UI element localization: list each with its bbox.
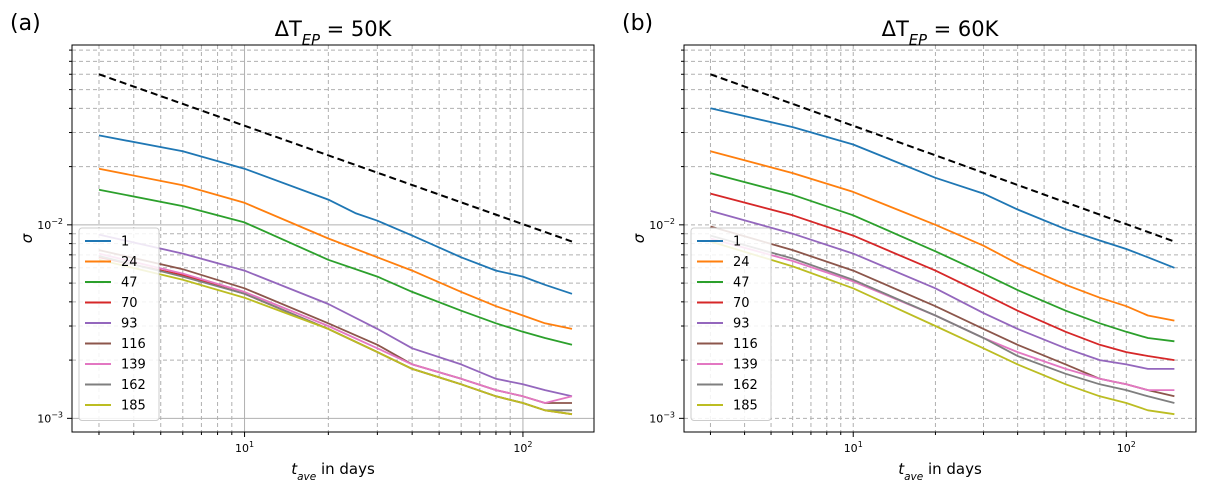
x-tick-label: 102 — [1117, 440, 1136, 455]
series-group — [710, 107, 1175, 416]
legend-entry-label: 162 — [733, 378, 758, 393]
y-axis-label: σ — [18, 233, 36, 243]
legend-entry-label: 162 — [121, 378, 146, 393]
series-line-93 — [710, 210, 1175, 370]
text-main: ΔT — [882, 17, 909, 41]
text-subscript: ave — [904, 471, 923, 483]
legend-entry-label: 93 — [733, 317, 750, 332]
text-tail: = 50K — [320, 17, 393, 41]
panel-b: 101 102 10−3 10−2 (b) ΔTEP = 60K tave in days σ… — [622, 11, 1197, 483]
y-tick-label: 10−2 — [37, 217, 63, 232]
text-tail: in days — [316, 460, 375, 478]
y-tick-label: 10−2 — [649, 217, 675, 232]
y-tick-label: 10−3 — [649, 410, 675, 425]
text-tail: = 60K — [927, 17, 1000, 41]
text-main: t — [291, 460, 298, 478]
panel-label: (a) — [10, 11, 41, 36]
legend-entry-label: 24 — [733, 255, 750, 270]
legend-entry-label: 47 — [733, 276, 750, 291]
ticks — [679, 49, 1127, 437]
grid — [72, 45, 594, 432]
x-tick-label: 102 — [513, 440, 532, 455]
text-tail: in days — [923, 460, 982, 478]
series-line-47 — [98, 188, 573, 346]
series-line-185 — [98, 258, 573, 416]
series-line-1 — [710, 107, 1175, 269]
panel-a: 101 102 10−3 10−2 (a) ΔTEP = 50K tave in days σ… — [10, 11, 595, 483]
series-line-47 — [710, 172, 1175, 343]
series-group — [98, 134, 573, 416]
text-subscript: EP — [909, 32, 927, 49]
legend-entry-label: 116 — [733, 337, 758, 352]
legend-entry-label: 185 — [121, 399, 146, 414]
legend-entry-label: 1 — [121, 235, 129, 250]
legend-entry-label: 1 — [733, 235, 741, 250]
series-line-24 — [98, 167, 573, 330]
panel-label: (b) — [622, 11, 653, 36]
legend-entry-label: 70 — [121, 296, 138, 311]
text-subscript: EP — [302, 32, 320, 49]
reference-line — [98, 73, 573, 243]
series-line-139 — [98, 252, 573, 404]
axes-frame — [683, 44, 1197, 433]
series-line-1 — [98, 134, 573, 295]
series-line-185 — [710, 240, 1175, 416]
reference-line — [710, 73, 1175, 243]
legend-entry-label: 139 — [733, 358, 758, 373]
chart-title: ΔTEP = 50K — [275, 17, 393, 49]
x-axis-label: tave in days — [291, 460, 375, 483]
ticks — [67, 49, 524, 437]
legend-entry-label: 139 — [121, 358, 146, 373]
legend-entry-label: 116 — [121, 337, 146, 352]
chart-title: ΔTEP = 60K — [882, 17, 1000, 49]
legend: 1 24 47 70 93 116 139 162 185 — [78, 227, 160, 421]
series-line-139 — [710, 237, 1175, 392]
legend-entry-label: 47 — [121, 276, 138, 291]
legend-entry-label: 24 — [121, 255, 138, 270]
y-axis-label: σ — [630, 233, 648, 243]
legend-box — [78, 227, 160, 421]
legend-entry-label: 185 — [733, 399, 758, 414]
series-line-24 — [710, 150, 1175, 322]
series-line-70 — [710, 192, 1175, 361]
x-tick-label: 101 — [844, 440, 863, 455]
text-main: t — [898, 460, 905, 478]
text-subscript: ave — [297, 471, 316, 483]
legend-entry-label: 70 — [733, 296, 750, 311]
legend-box — [690, 227, 772, 421]
series-line-162 — [710, 234, 1175, 404]
x-axis-label: tave in days — [898, 460, 982, 483]
axes-frame — [71, 44, 595, 433]
series-line-93 — [98, 233, 573, 398]
text-main: ΔT — [275, 17, 302, 41]
legend-entry-label: 93 — [121, 317, 138, 332]
legend: 1 24 47 70 93 116 139 162 185 — [690, 227, 772, 421]
y-tick-label: 10−3 — [37, 410, 63, 425]
x-tick-label: 101 — [235, 440, 254, 455]
